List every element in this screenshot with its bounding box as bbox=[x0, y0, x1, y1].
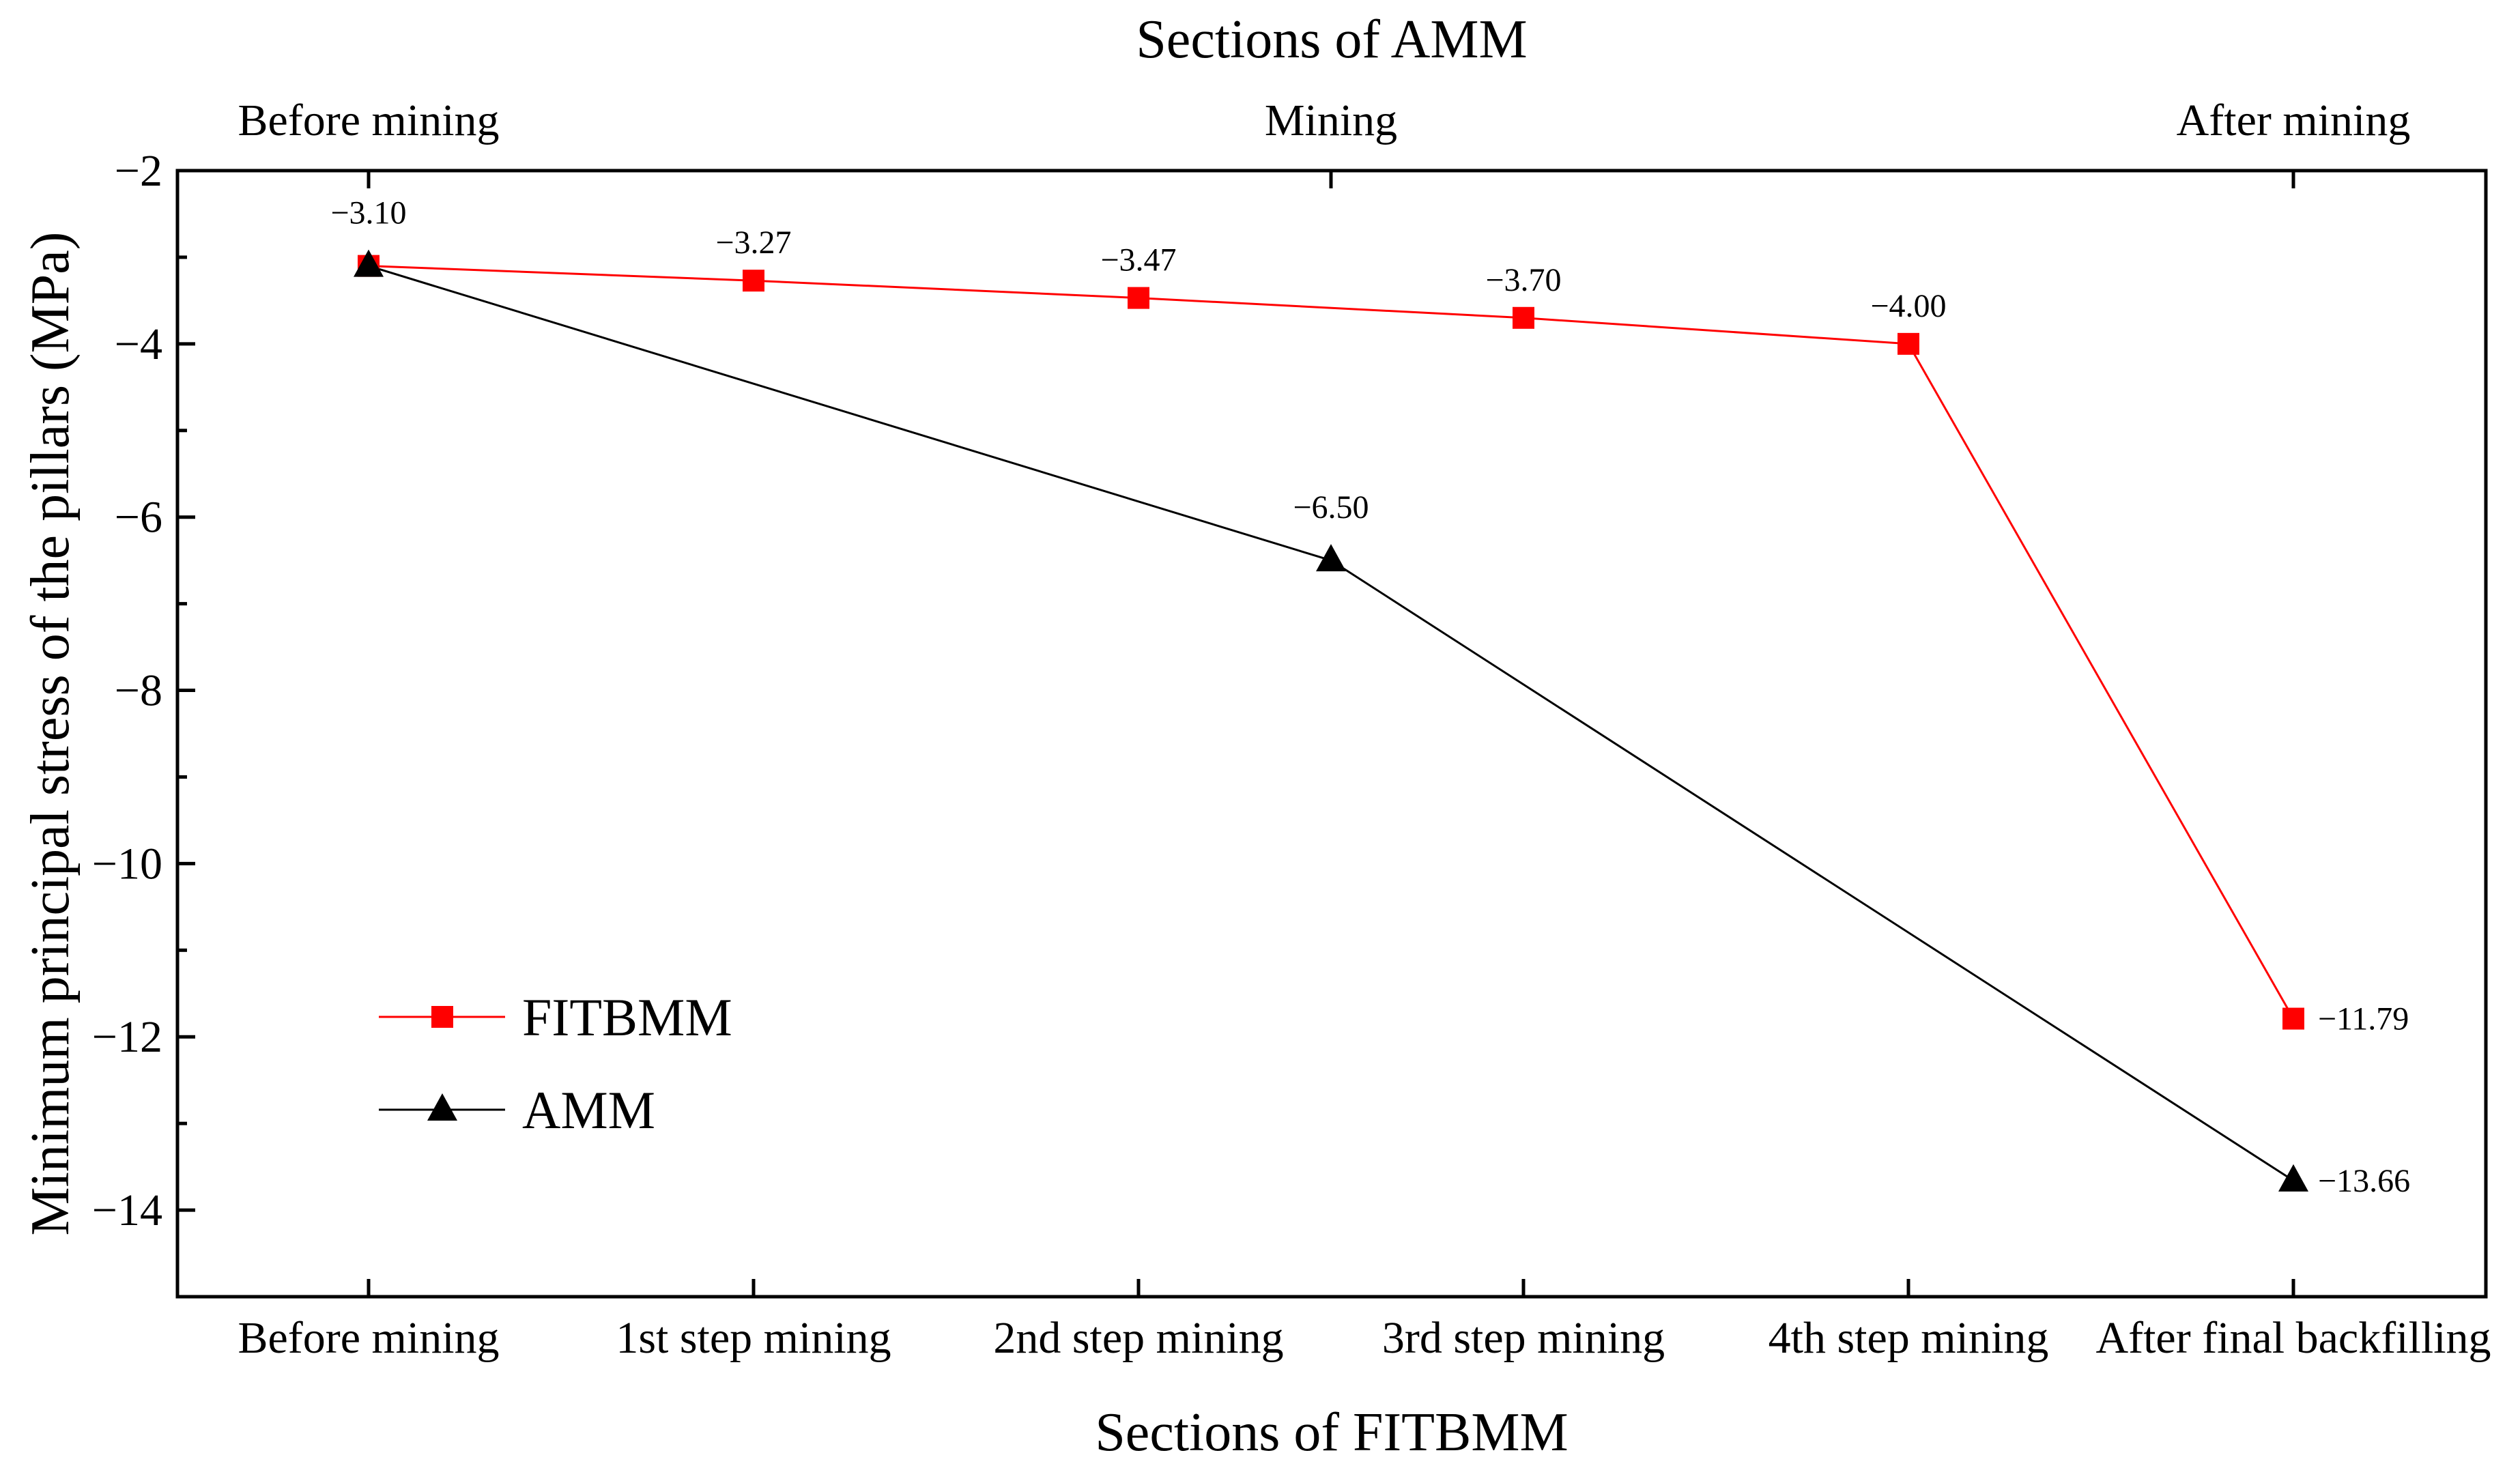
legend-marker-amm bbox=[427, 1093, 457, 1121]
series-line-fitbmm bbox=[368, 265, 2295, 1020]
series-layer bbox=[354, 249, 2308, 1192]
data-label: −3.27 bbox=[715, 225, 791, 261]
data-label: −11.79 bbox=[2318, 1001, 2409, 1037]
axes: −2 −4 −6 −8 −10 −12 −14 Before mining 1st step m… bbox=[20, 10, 2491, 1463]
data-label: −3.70 bbox=[1485, 262, 1561, 298]
y-tick-label: −6 bbox=[115, 493, 162, 543]
x-axis-title: Sections of FITBMM bbox=[1095, 1402, 1568, 1463]
legend: FITBMM AMM bbox=[379, 988, 732, 1140]
top-axis-title: Sections of AMM bbox=[1136, 10, 1527, 70]
legend-label: AMM bbox=[522, 1080, 655, 1140]
y-tick-label: −2 bbox=[115, 146, 162, 196]
data-point-amm bbox=[2278, 1164, 2308, 1192]
y-tick-label: −8 bbox=[115, 666, 162, 716]
y-tick-label: −12 bbox=[92, 1012, 162, 1062]
x-top-tick-label: Mining bbox=[1265, 96, 1397, 145]
x-bottom-tick-label: 2nd step mining bbox=[993, 1313, 1283, 1363]
x-bottom-tick-label: 1st step mining bbox=[616, 1313, 891, 1363]
data-label: −6.50 bbox=[1293, 489, 1369, 526]
data-point-fitbmm bbox=[1128, 287, 1149, 309]
legend-label: FITBMM bbox=[522, 988, 732, 1047]
legend-marker-fitbmm bbox=[431, 1006, 453, 1028]
labels-layer: −3.27 −3.47 −3.70 −4.00 −11.79 −3.10 −6.50 −13.… bbox=[330, 195, 2410, 1199]
data-label: −4.00 bbox=[1870, 288, 1946, 324]
data-point-amm bbox=[354, 249, 384, 277]
data-label: −3.47 bbox=[1100, 242, 1176, 278]
x-top-tick-label: After mining bbox=[2177, 96, 2411, 145]
data-point-fitbmm bbox=[1898, 332, 1919, 355]
x-bottom-tick-label: After final backfilling bbox=[2095, 1313, 2491, 1363]
x-bottom-tick-label: Before mining bbox=[238, 1313, 499, 1363]
y-axis-title: Minimum principal stress of the pillars … bbox=[20, 232, 81, 1236]
data-point-amm bbox=[1316, 544, 1346, 572]
y-tick-label: −14 bbox=[92, 1185, 162, 1235]
data-point-fitbmm bbox=[2282, 1007, 2304, 1030]
data-label: −3.10 bbox=[330, 195, 406, 231]
data-point-fitbmm bbox=[743, 270, 764, 292]
data-point-fitbmm bbox=[1513, 306, 1534, 329]
data-label: −13.66 bbox=[2318, 1163, 2410, 1199]
x-bottom-tick-label: 4th step mining bbox=[1769, 1313, 2049, 1363]
x-top-tick-label: Before mining bbox=[238, 96, 499, 145]
x-bottom-tick-label: 3rd step mining bbox=[1382, 1313, 1665, 1363]
y-tick-label: −4 bbox=[115, 319, 162, 369]
y-tick-label: −10 bbox=[92, 839, 162, 889]
